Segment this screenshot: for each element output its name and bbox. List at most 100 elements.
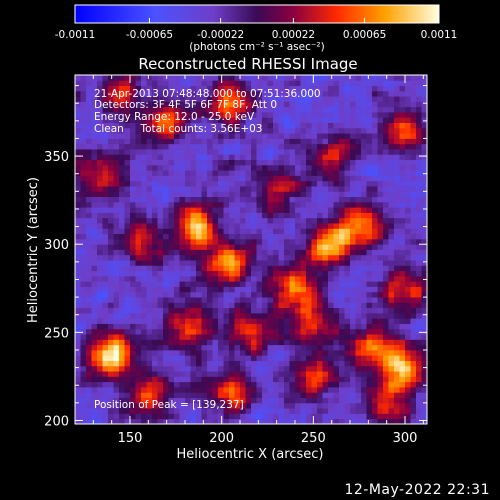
heatmap-cell: [91, 254, 98, 261]
heatmap-cell: [344, 307, 351, 314]
heatmap-cell: [157, 238, 164, 245]
heatmap-cell: [278, 334, 285, 340]
heatmap-cell: [102, 223, 109, 229]
heatmap-cell: [113, 381, 120, 388]
heatmap-cell: [174, 328, 180, 335]
heatmap-cell: [80, 334, 87, 340]
heatmap-cell: [377, 339, 384, 346]
heatmap-cell: [262, 408, 268, 414]
heatmap-cell: [135, 413, 142, 420]
heatmap-cell: [328, 112, 334, 118]
heatmap-cell: [350, 138, 356, 145]
heatmap-cell: [207, 402, 213, 409]
heatmap-cell: [91, 122, 98, 129]
heatmap-cell: [240, 249, 246, 256]
heatmap-cell: [339, 149, 345, 155]
heatmap-cell: [273, 323, 279, 330]
heatmap-cell: [416, 418, 422, 424]
heatmap-cell: [157, 170, 164, 176]
heatmap-cell: [80, 297, 87, 303]
heatmap-cell: [91, 418, 98, 424]
heatmap-cell: [300, 349, 307, 356]
heatmap-cell: [284, 260, 290, 266]
heatmap-cell: [135, 260, 142, 266]
heatmap-cell: [97, 201, 103, 208]
heatmap-cell: [421, 249, 427, 256]
heatmap-cell: [218, 212, 224, 219]
heatmap-cell: [394, 233, 400, 240]
heatmap-cell: [190, 149, 197, 155]
heatmap-cell: [289, 127, 296, 134]
heatmap-cell: [300, 260, 307, 266]
heatmap-cell: [278, 223, 285, 229]
heatmap-cell: [306, 138, 312, 145]
heatmap-cell: [179, 307, 186, 314]
heatmap-cell: [410, 328, 417, 335]
heatmap-cell: [267, 244, 274, 250]
heatmap-cell: [80, 170, 87, 176]
heatmap-cell: [256, 85, 263, 92]
heatmap-cell: [328, 207, 334, 213]
heatmap-cell: [75, 112, 81, 118]
heatmap-cell: [410, 133, 417, 139]
heatmap-cell: [196, 101, 202, 108]
heatmap-cell: [251, 265, 257, 272]
heatmap-cell: [355, 80, 362, 86]
heatmap-cell: [240, 133, 246, 139]
heatmap-cell: [267, 96, 274, 102]
heatmap-cell: [366, 402, 373, 409]
heatmap-cell: [295, 297, 301, 303]
heatmap-cell: [284, 328, 290, 335]
heatmap-cell: [322, 154, 329, 161]
heatmap-cell: [124, 323, 131, 330]
heatmap-cell: [141, 312, 147, 319]
heatmap-cell: [416, 170, 422, 176]
heatmap-cell: [130, 244, 136, 250]
heatmap-cell: [240, 154, 246, 161]
heatmap-cell: [168, 175, 175, 182]
heatmap-cell: [377, 186, 384, 192]
heatmap-cell: [289, 265, 296, 272]
heatmap-cell: [157, 233, 164, 240]
heatmap-cell: [300, 397, 307, 404]
heatmap-cell: [344, 217, 351, 224]
heatmap-cell: [361, 159, 367, 166]
heatmap-cell: [300, 164, 307, 171]
heatmap-cell: [311, 154, 318, 161]
heatmap-cell: [383, 386, 389, 393]
heatmap-cell: [322, 339, 329, 346]
heatmap-cell: [91, 371, 98, 377]
heatmap-cell: [289, 191, 296, 198]
heatmap-cell: [113, 228, 120, 235]
heatmap-cell: [141, 349, 147, 356]
heatmap-cell: [394, 365, 400, 372]
heatmap-cell: [317, 281, 323, 287]
heatmap-cell: [80, 249, 87, 256]
heatmap-cell: [234, 402, 241, 409]
heatmap-cell: [311, 207, 318, 213]
heatmap-cell: [190, 101, 197, 108]
heatmap-cell: [339, 381, 345, 388]
heatmap-cell: [146, 201, 153, 208]
heatmap-cell: [80, 117, 87, 123]
heatmap-cell: [405, 297, 411, 303]
heatmap-cell: [377, 217, 384, 224]
heatmap-cell: [229, 122, 235, 129]
heatmap-cell: [229, 164, 235, 171]
heatmap-cell: [179, 207, 186, 213]
heatmap-cell: [383, 334, 389, 340]
heatmap-cell: [141, 228, 147, 235]
heatmap-cell: [350, 413, 356, 420]
heatmap-cell: [306, 106, 312, 113]
heatmap-cell: [190, 170, 197, 176]
heatmap-cell: [80, 275, 87, 282]
heatmap-cell: [350, 355, 356, 361]
heatmap-cell: [278, 328, 285, 335]
heatmap-cell: [75, 244, 81, 250]
heatmap-cell: [399, 101, 406, 108]
heatmap-cell: [168, 186, 175, 192]
heatmap-cell: [284, 85, 290, 92]
heatmap-cell: [179, 360, 186, 367]
heatmap-cell: [245, 260, 252, 266]
heatmap-cell: [124, 318, 131, 324]
